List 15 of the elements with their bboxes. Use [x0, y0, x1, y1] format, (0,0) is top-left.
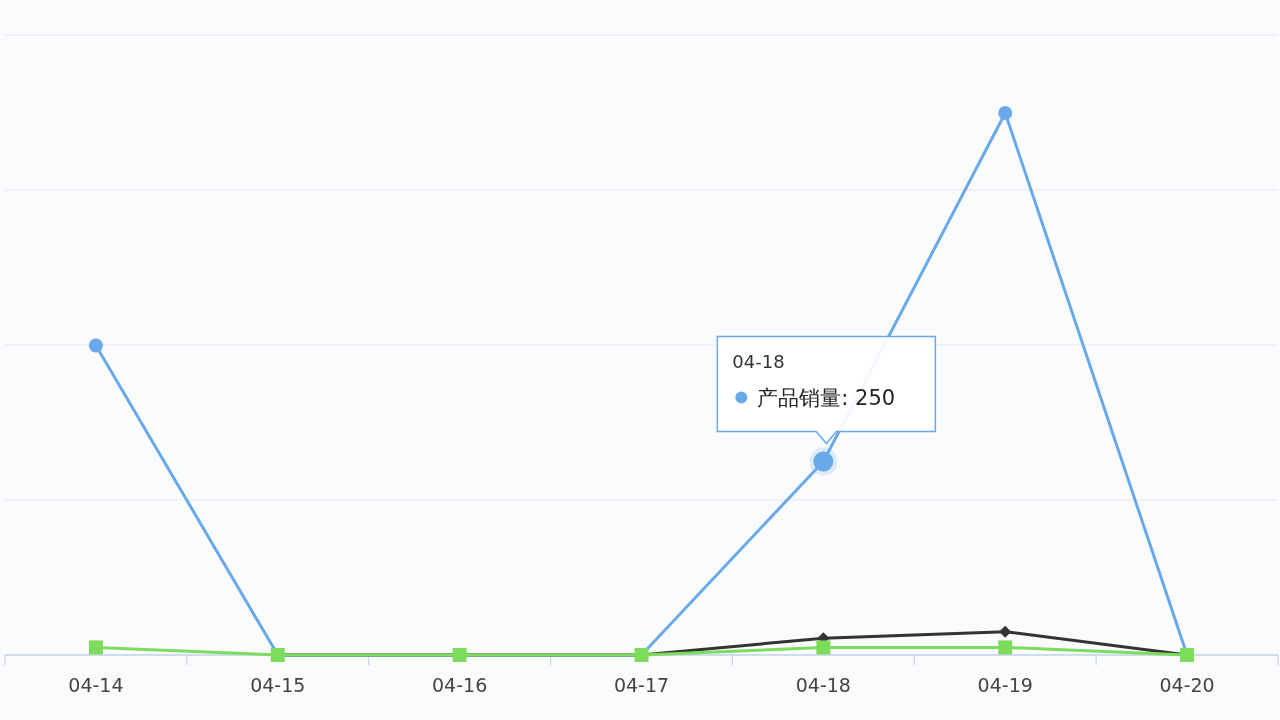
x-tick-label: 04-14: [68, 674, 124, 696]
point: [88, 338, 103, 353]
x-tick-label: 04-20: [1159, 674, 1215, 696]
point: [999, 625, 1012, 638]
x-tick-label: 04-18: [795, 674, 851, 696]
x-tick-label: 04-17: [613, 674, 670, 696]
point: [88, 640, 103, 655]
point: [998, 106, 1013, 120]
annotation: 04-18: [732, 350, 785, 372]
x-tick-label: 04-19: [977, 674, 1033, 696]
point: [998, 640, 1013, 655]
point: [816, 640, 831, 655]
x-tick-label: 04-16: [432, 674, 488, 696]
annotation: 产品销量: 250: [757, 385, 896, 410]
x-tick-label: 04-15: [250, 674, 306, 696]
